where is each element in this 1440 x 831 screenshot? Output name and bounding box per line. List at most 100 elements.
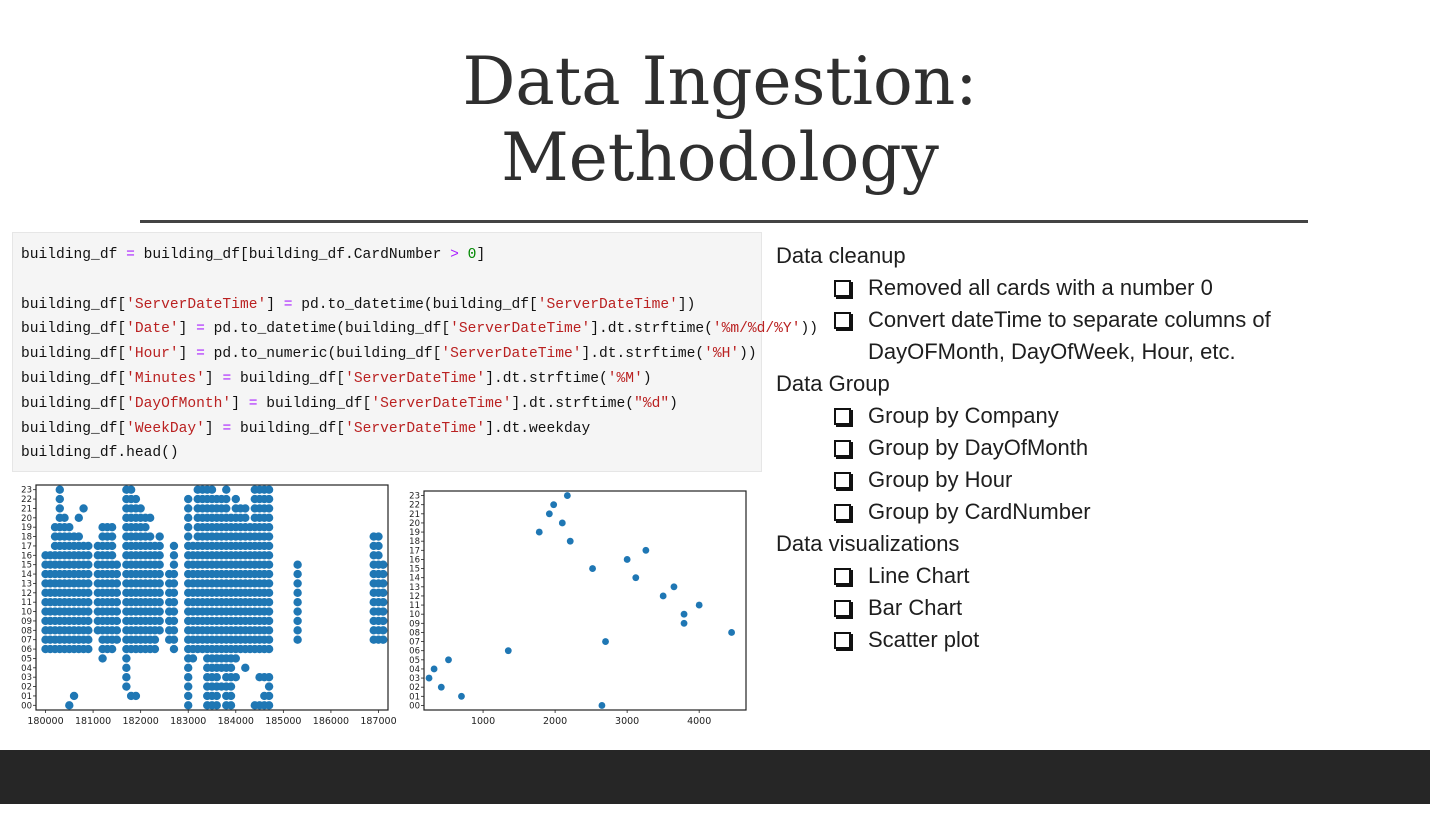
x-tick-label: 185000 bbox=[265, 716, 301, 727]
data-point bbox=[212, 691, 221, 701]
data-point bbox=[150, 644, 160, 654]
data-point bbox=[112, 626, 122, 635]
data-point bbox=[145, 532, 155, 541]
data-point bbox=[264, 485, 274, 494]
data-point bbox=[65, 522, 74, 532]
code-line: building_df['Minutes'] = building_df['Se… bbox=[21, 370, 652, 387]
section-heading: Data visualizations bbox=[776, 531, 960, 556]
data-point bbox=[374, 551, 383, 560]
data-point bbox=[184, 663, 193, 673]
data-point bbox=[293, 588, 302, 598]
bullet-text: Group by Company bbox=[868, 403, 1059, 428]
data-point bbox=[84, 597, 93, 607]
data-point bbox=[264, 626, 274, 635]
bullet-item: Scatter plot bbox=[776, 624, 1416, 656]
data-point bbox=[264, 701, 274, 710]
checkbox-bullet-icon bbox=[834, 280, 851, 297]
bullet-text: Convert dateTime to separate columns of bbox=[868, 307, 1271, 332]
data-point bbox=[231, 494, 240, 504]
data-point bbox=[169, 588, 179, 598]
y-tick-label: 15 bbox=[409, 565, 420, 575]
data-point bbox=[79, 504, 88, 513]
x-tick-label: 182000 bbox=[123, 716, 159, 727]
y-tick-label: 07 bbox=[21, 636, 32, 646]
data-point bbox=[264, 560, 274, 569]
data-point bbox=[65, 701, 74, 710]
data-point bbox=[136, 504, 145, 513]
data-point bbox=[169, 607, 179, 616]
data-point bbox=[155, 616, 164, 626]
data-point bbox=[184, 504, 193, 513]
data-point bbox=[241, 504, 250, 513]
x-tick-label: 2000 bbox=[543, 716, 567, 727]
data-point bbox=[155, 597, 164, 607]
data-point bbox=[379, 588, 388, 598]
bullet-item: Group by DayOfMonth bbox=[776, 432, 1416, 464]
data-point bbox=[264, 682, 274, 691]
y-tick-label: 10 bbox=[409, 610, 420, 620]
data-point bbox=[155, 532, 164, 541]
data-point bbox=[264, 672, 274, 682]
data-point bbox=[264, 644, 274, 654]
data-point bbox=[112, 560, 122, 569]
y-tick-label: 00 bbox=[21, 701, 32, 711]
data-point bbox=[150, 635, 160, 644]
data-point bbox=[545, 510, 553, 518]
y-tick-label: 01 bbox=[21, 692, 32, 702]
data-point bbox=[598, 702, 606, 709]
y-tick-label: 09 bbox=[409, 619, 420, 629]
checkbox-bullet-icon bbox=[834, 568, 851, 585]
data-point bbox=[226, 682, 236, 691]
y-tick-label: 05 bbox=[21, 654, 32, 664]
data-point bbox=[169, 616, 179, 626]
data-point bbox=[107, 532, 117, 541]
data-point bbox=[112, 597, 122, 607]
data-point bbox=[264, 513, 274, 523]
y-tick-label: 09 bbox=[21, 617, 32, 627]
data-point bbox=[107, 551, 117, 560]
code-line: building_df['DayOfMonth'] = building_df[… bbox=[21, 395, 678, 412]
data-point bbox=[141, 522, 150, 532]
data-point bbox=[728, 629, 735, 636]
data-point bbox=[231, 654, 240, 663]
data-point bbox=[680, 610, 688, 618]
data-point bbox=[226, 663, 236, 673]
x-tick-label: 184000 bbox=[218, 716, 254, 727]
data-point bbox=[184, 532, 193, 541]
data-point bbox=[632, 574, 640, 582]
scatter-plot-card-hours: 0001020304050607080910111213141516171819… bbox=[21, 484, 397, 727]
data-point bbox=[169, 626, 179, 635]
data-point bbox=[226, 691, 236, 701]
y-tick-label: 11 bbox=[409, 601, 420, 611]
bullet-item: Bar Chart bbox=[776, 592, 1416, 624]
y-tick-label: 21 bbox=[21, 504, 32, 514]
data-point bbox=[84, 616, 93, 626]
data-point bbox=[55, 485, 64, 494]
y-tick-label: 08 bbox=[409, 628, 420, 638]
data-point bbox=[379, 579, 388, 588]
data-point bbox=[169, 541, 179, 551]
bullet-item: Group by Hour bbox=[776, 464, 1416, 496]
code-line: building_df = building_df[building_df.Ca… bbox=[21, 247, 486, 263]
data-point bbox=[293, 569, 302, 579]
data-point bbox=[264, 607, 274, 616]
x-tick-label: 183000 bbox=[170, 716, 206, 727]
data-point bbox=[112, 607, 122, 616]
checkbox-bullet-icon bbox=[834, 472, 851, 489]
data-point bbox=[122, 672, 131, 682]
x-tick-label: 1000 bbox=[471, 716, 495, 727]
data-point bbox=[264, 588, 274, 598]
data-point bbox=[184, 522, 193, 532]
data-point bbox=[222, 504, 231, 513]
y-tick-label: 02 bbox=[409, 683, 420, 693]
y-tick-label: 05 bbox=[409, 656, 420, 666]
checkbox-bullet-icon bbox=[834, 408, 851, 425]
bullet-text: Line Chart bbox=[868, 563, 970, 588]
data-point bbox=[184, 691, 193, 701]
code-cell: building_df = building_df[building_df.Ca… bbox=[12, 232, 818, 472]
y-tick-label: 17 bbox=[21, 542, 32, 552]
data-point bbox=[155, 607, 164, 616]
x-tick-label: 180000 bbox=[27, 716, 63, 727]
data-point bbox=[169, 551, 179, 560]
data-point bbox=[379, 635, 388, 644]
